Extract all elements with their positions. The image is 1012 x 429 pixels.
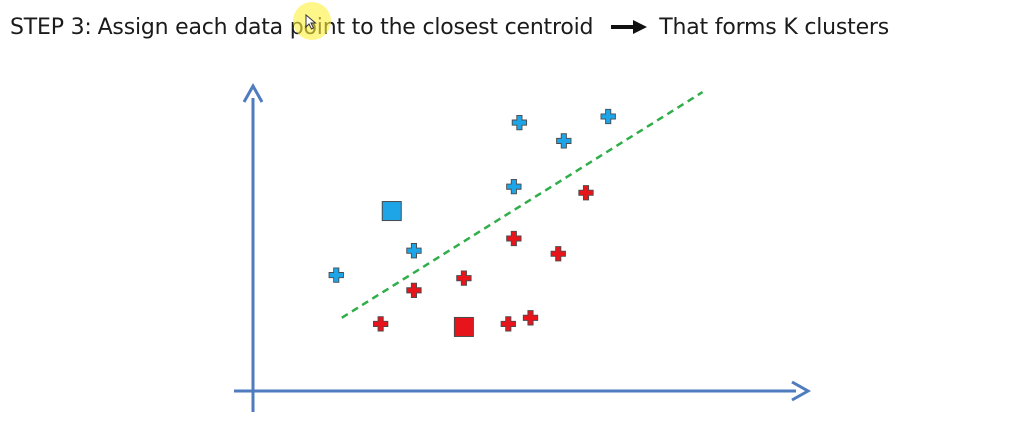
data-point-red-7 (578, 185, 594, 201)
x-axis-arrowhead (791, 380, 812, 402)
centroids (381, 201, 474, 337)
y-axis-arrowhead (242, 82, 264, 103)
data-point-red-14 (522, 310, 539, 326)
cluster-boundary-line (341, 91, 704, 319)
data-point-red-9 (550, 246, 566, 262)
data-point-blue-3 (600, 108, 616, 125)
data-point-red-10 (456, 270, 472, 286)
data-point-red-12 (373, 316, 389, 332)
data-point-red-13 (500, 316, 516, 332)
data-point-blue-2 (556, 133, 572, 149)
centroid-red (453, 316, 474, 337)
centroid-blue (381, 201, 402, 222)
slide-title: STEP 3: Assign each data point to the cl… (10, 10, 889, 44)
data-point-blue-5 (406, 243, 422, 259)
result-text: That forms K clusters (659, 14, 890, 40)
data-point-blue-1 (511, 114, 528, 131)
data-point-blue-6 (328, 267, 344, 283)
step-instruction: Assign each data point to the closest ce… (97, 14, 594, 40)
data-point-red-11 (406, 282, 422, 298)
step-label: STEP 3: (10, 14, 92, 40)
mouse-cursor-icon (305, 14, 317, 30)
data-point-blue-4 (506, 179, 522, 195)
right-arrow-icon (611, 20, 648, 34)
axes (234, 82, 812, 412)
data-point-red-8 (506, 230, 522, 247)
data-points (328, 108, 616, 332)
